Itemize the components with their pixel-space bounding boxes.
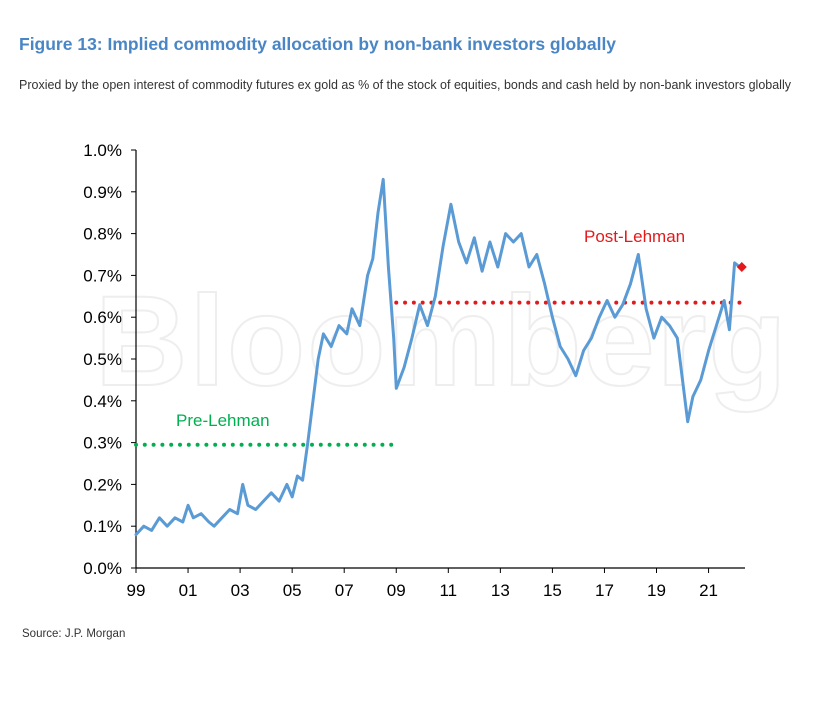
x-tick-label: 11 (439, 581, 457, 600)
x-tick-label: 05 (283, 581, 302, 600)
annotations: Pre-Lehman Post-Lehman (176, 227, 747, 430)
figure-title: Figure 13: Implied commodity allocation … (19, 34, 617, 54)
figure-subtitle: Proxied by the open interest of commodit… (19, 78, 791, 92)
y-tick-label: 0.5% (83, 350, 122, 369)
y-tick-label: 0.1% (83, 517, 122, 536)
y-tick-label: 0.2% (83, 475, 122, 494)
y-tick-label: 0.7% (83, 266, 122, 285)
y-tick-label: 0.4% (83, 392, 122, 411)
figure-source: Source: J.P. Morgan (22, 628, 126, 640)
chart-series (134, 177, 742, 537)
x-tick-label: 17 (595, 581, 614, 600)
x-tick-label: 99 (127, 581, 146, 600)
y-tick-label: 1.0% (83, 141, 122, 160)
chart-axes: 0.0% 0.1% 0.2% 0.3% 0.4% 0.5% 0.6% 0.7% 0.8% 0.9%… (83, 141, 745, 600)
x-tick-label: 19 (647, 581, 666, 600)
y-tick-label: 0.0% (83, 559, 122, 578)
x-tick-label: 01 (179, 581, 198, 600)
pre-lehman-label: Pre-Lehman (176, 411, 270, 430)
commodity-allocation-line (134, 177, 742, 537)
y-tick-label: 0.6% (83, 308, 122, 327)
x-tick-label: 13 (491, 581, 510, 600)
y-tick-label: 0.8% (83, 225, 122, 244)
reference-lines (134, 300, 742, 447)
x-tick-label: 15 (543, 581, 562, 600)
post-lehman-label: Post-Lehman (584, 227, 685, 246)
x-tick-label: 21 (699, 581, 718, 600)
x-tick-label: 03 (231, 581, 250, 600)
x-tick-label: 09 (387, 581, 406, 600)
latest-value-marker (736, 262, 747, 273)
x-tick-label: 07 (335, 581, 354, 600)
y-tick-label: 0.3% (83, 434, 122, 453)
y-tick-label: 0.9% (83, 183, 122, 202)
